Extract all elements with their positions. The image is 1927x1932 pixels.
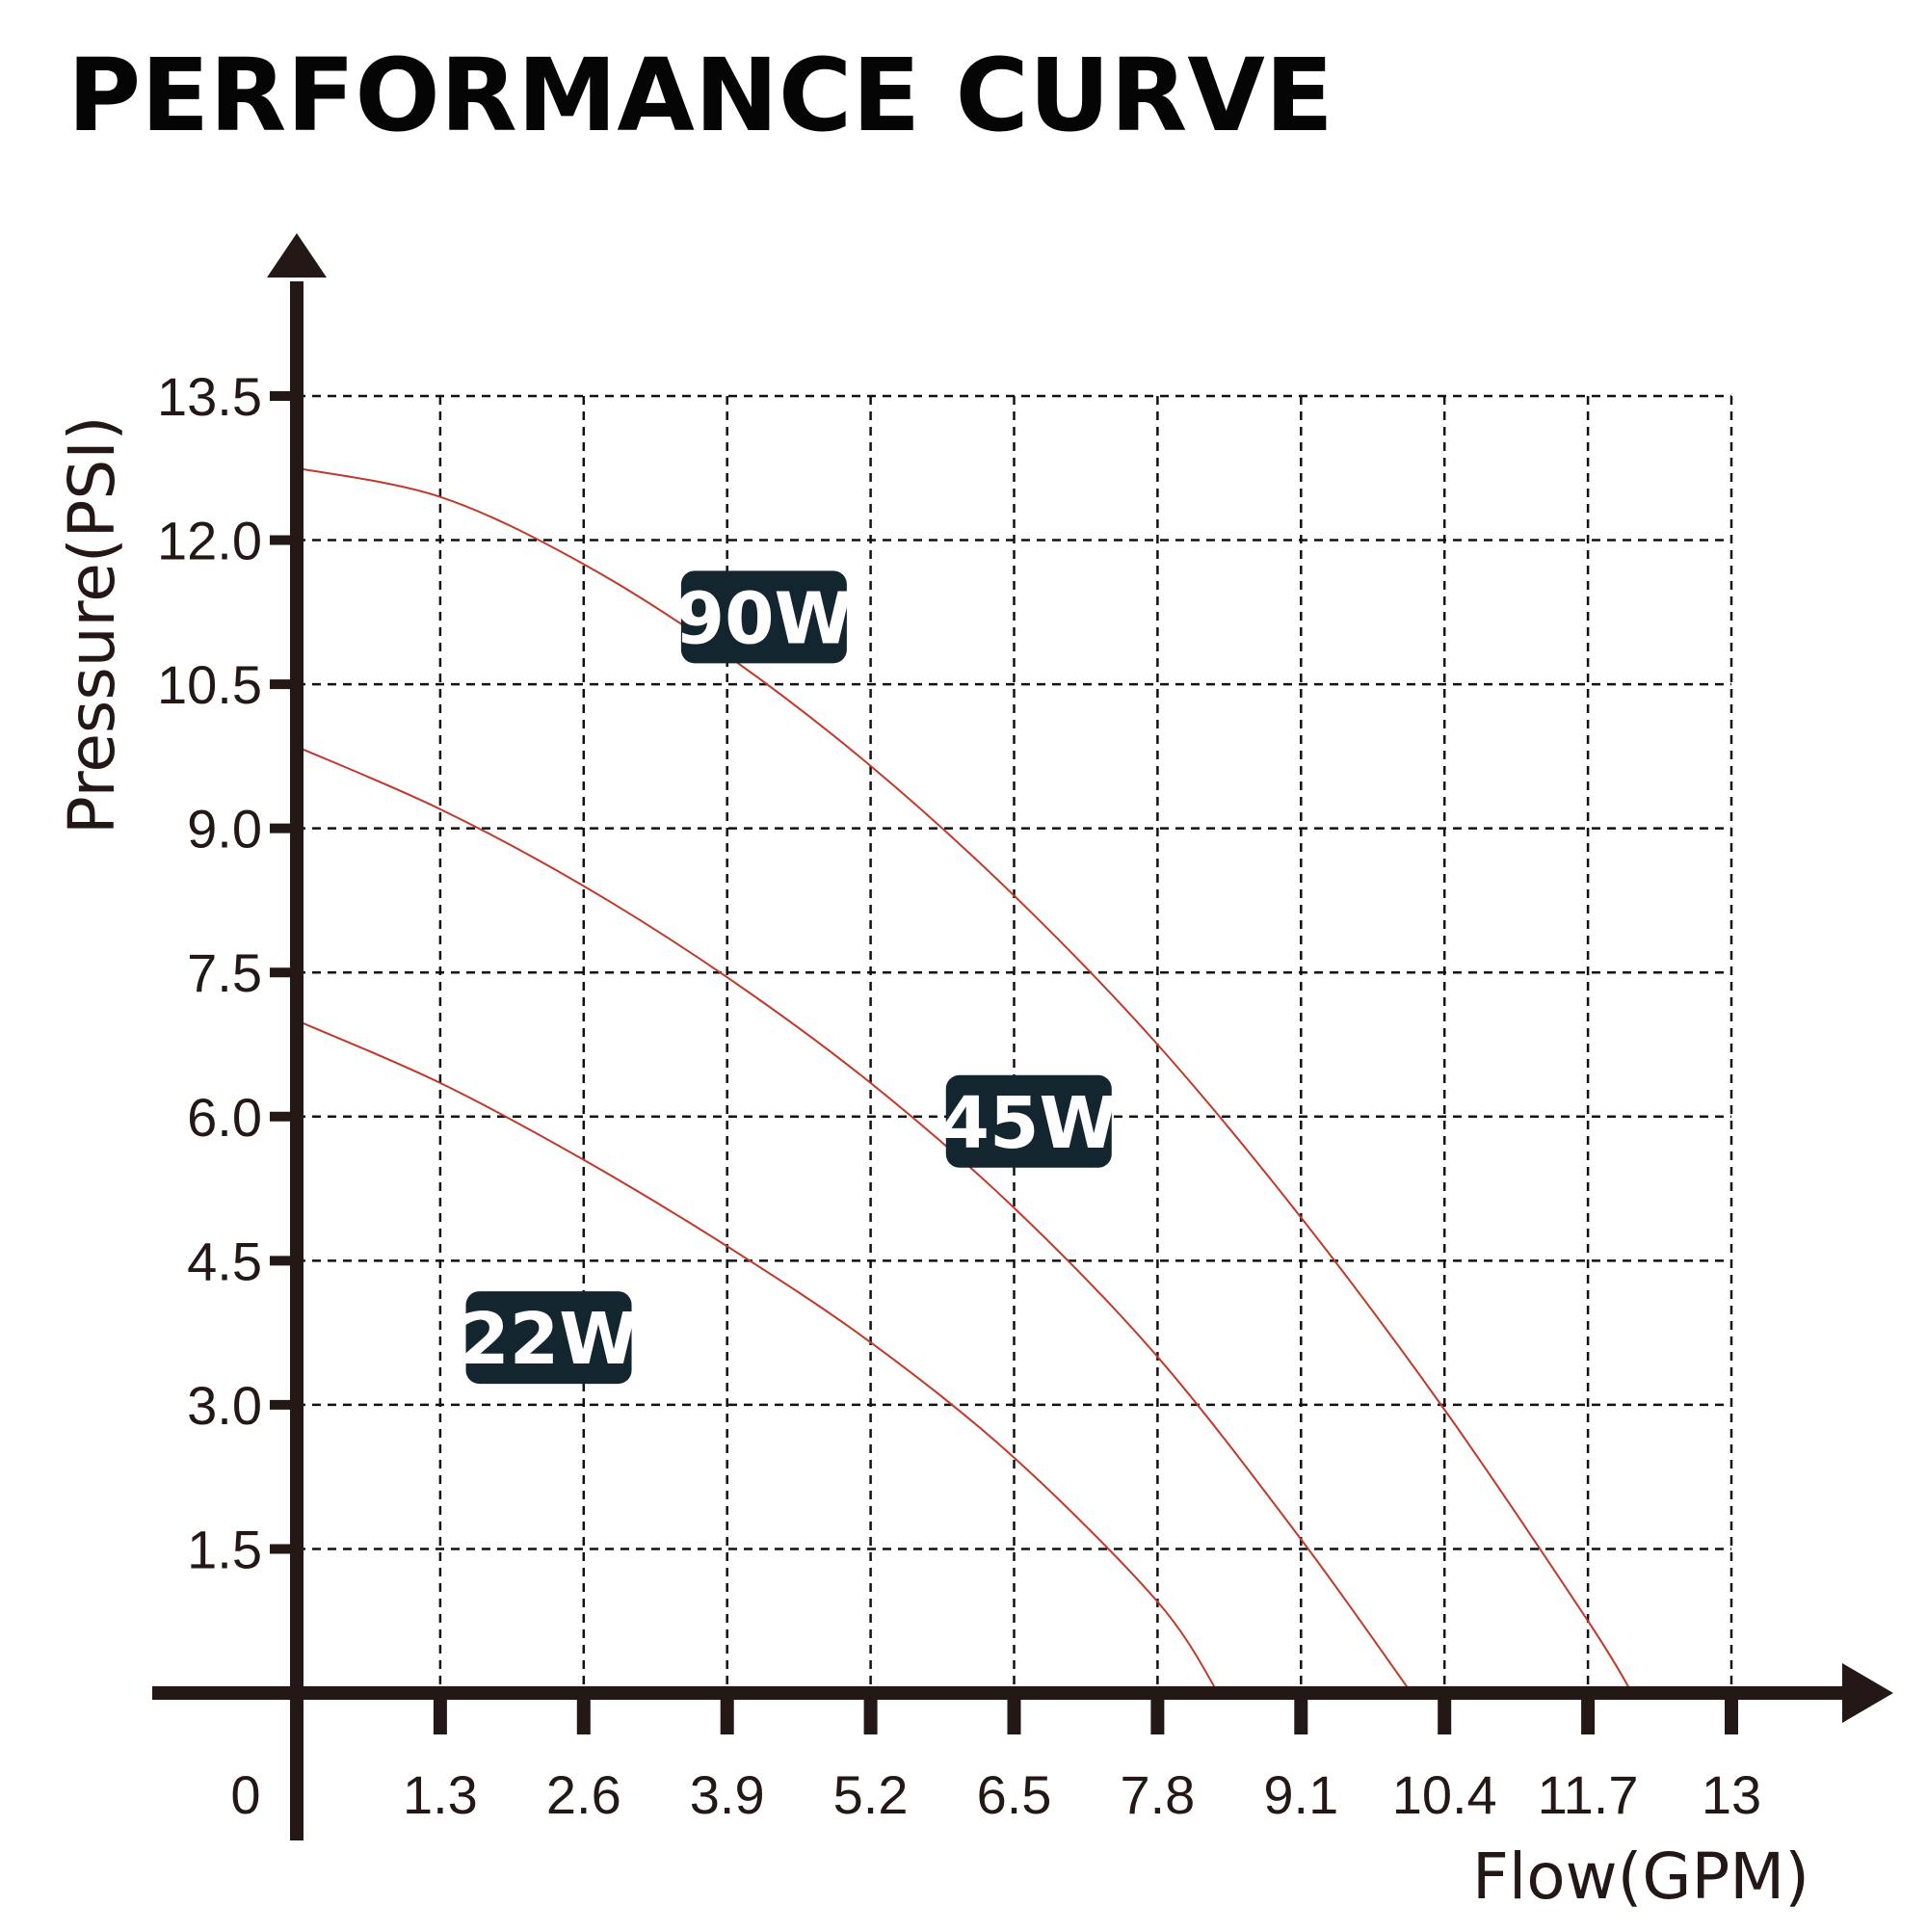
x-tick-label: 2.6 [546, 1764, 621, 1825]
x-tick-label: 7.8 [1120, 1764, 1195, 1825]
chart-title: PERFORMANCE CURVE [67, 37, 1333, 154]
x-tick-label: 9.1 [1263, 1764, 1338, 1825]
y-tick-label: 9.0 [187, 799, 262, 860]
x-tick-label: 6.5 [977, 1764, 1052, 1825]
badge-label: 22W [460, 1298, 638, 1381]
curves [296, 466, 1633, 1694]
badge-label: 90W [675, 577, 854, 660]
y-tick-label: 7.5 [187, 942, 262, 1003]
badge-45W: 45W [939, 1074, 1118, 1168]
y-tick-label: 13.5 [157, 366, 262, 427]
y-tick-label: 10.5 [157, 654, 262, 715]
y-axis-arrow [267, 233, 327, 278]
curve-90W [296, 466, 1633, 1694]
y-tick-label: 3.0 [187, 1375, 262, 1436]
x-axis-label: Flow(GPM) [1472, 1839, 1809, 1914]
x-tick-label: 0 [230, 1764, 260, 1825]
curve-22W [296, 1019, 1220, 1694]
grid [297, 394, 1733, 1693]
x-tick-label: 3.9 [690, 1764, 765, 1825]
badge-22W: 22W [460, 1291, 638, 1385]
badge-background [945, 1074, 1112, 1168]
y-axis-label: Pressure(PSI) [55, 416, 129, 834]
x-tick-label: 13 [1702, 1764, 1761, 1825]
axes [152, 233, 1893, 1840]
badge-background [465, 1291, 632, 1385]
x-axis-arrow [1842, 1663, 1893, 1723]
x-tick-label: 5.2 [833, 1764, 909, 1825]
y-tick-label: 12.0 [157, 511, 262, 571]
y-tick-label: 1.5 [187, 1519, 262, 1579]
badge-90W: 90W [675, 570, 854, 664]
curve-45W [296, 746, 1412, 1694]
x-tick-label: 10.4 [1392, 1764, 1497, 1825]
ticks: 0 1.3 2.6 3.9 5.2 6.5 7.8 9.1 10.4 11.7 13 1.5 3.0 4.… [157, 366, 1761, 1825]
badge-label: 45W [939, 1082, 1118, 1165]
series-labels: 90W 45W 22W [460, 570, 1118, 1385]
x-tick-label: 11.7 [1538, 1764, 1639, 1825]
y-tick-label: 4.5 [187, 1231, 262, 1291]
y-tick-label: 6.0 [187, 1087, 262, 1148]
badge-background [680, 570, 847, 664]
x-tick-label: 1.3 [403, 1764, 478, 1825]
